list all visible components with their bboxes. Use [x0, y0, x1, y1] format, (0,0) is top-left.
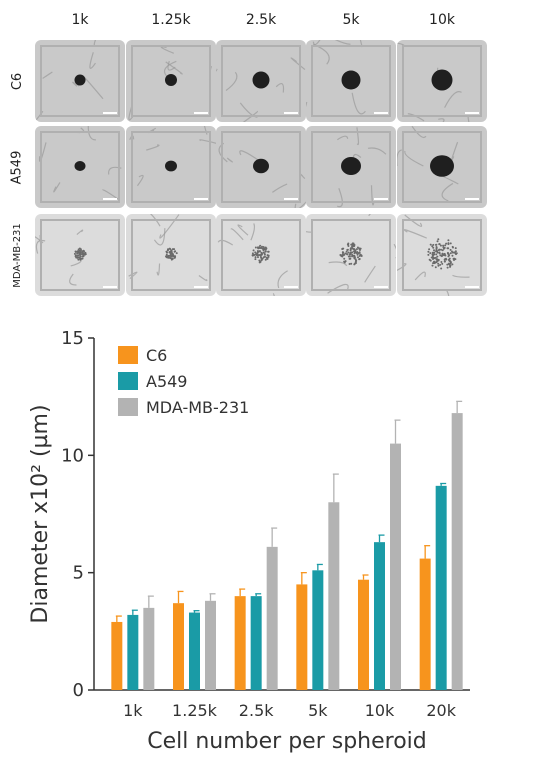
bar-a549 — [250, 596, 262, 690]
scale-bar — [284, 286, 298, 288]
spheroid-micrograph — [397, 126, 487, 208]
diameter-bar-chart: 0 5 10 15 Diameter x10² (µm) Cell number per … — [28, 328, 470, 754]
scale-bar — [194, 198, 208, 200]
scale-bar — [374, 112, 388, 114]
bar-c6 — [419, 558, 431, 690]
column-label: 1k — [71, 12, 89, 28]
scale-bar — [103, 198, 117, 200]
x-tick-label: 5k — [308, 701, 328, 720]
scale-bar — [103, 286, 117, 288]
legend-swatch — [118, 398, 138, 416]
spheroid-micrograph — [306, 126, 396, 208]
y-axis-title: Diameter x10² (µm) — [28, 404, 53, 623]
scale-bar — [374, 198, 388, 200]
bar-a549 — [374, 542, 385, 690]
x-tick-label: 1k — [123, 701, 143, 720]
legend-label: MDA-MB-231 — [146, 398, 249, 417]
legend-label: C6 — [146, 346, 167, 365]
spheroid-micrograph — [35, 126, 125, 208]
column-label: 1.25k — [151, 12, 191, 28]
bar-mda-mb-231 — [451, 413, 463, 690]
spheroid-micrograph — [126, 40, 216, 122]
scale-bar — [465, 198, 479, 200]
bar-c6 — [111, 621, 123, 690]
spheroid-micrograph — [216, 214, 306, 296]
legend-swatch — [118, 346, 138, 364]
x-tick-label: 1.25k — [172, 701, 218, 720]
bar-mda-mb-231 — [390, 443, 401, 690]
scale-bar — [374, 286, 388, 288]
bar-c6 — [358, 579, 369, 690]
bar-c6 — [173, 603, 184, 690]
bar-mda-mb-231 — [205, 600, 216, 690]
scale-bar — [194, 112, 208, 114]
legend-swatch — [118, 372, 138, 390]
bar-a549 — [312, 570, 324, 690]
x-tick-label: 20k — [426, 701, 456, 720]
spheroid-micrograph — [126, 214, 216, 296]
x-axis-title: Cell number per spheroid — [147, 729, 427, 754]
x-tick-label: 2.5k — [239, 701, 274, 720]
spheroid-micrograph — [397, 214, 487, 296]
bar-a549 — [435, 485, 447, 690]
spheroid-micrograph — [126, 126, 216, 208]
bar-c6 — [296, 584, 308, 690]
column-label: 10k — [429, 12, 455, 28]
y-tick-label: 10 — [61, 445, 84, 466]
scale-bar — [284, 112, 298, 114]
spheroid-micrograph — [35, 40, 125, 122]
y-tick-label: 0 — [73, 680, 84, 701]
bar-a549 — [189, 612, 200, 690]
spheroid-micrograph — [216, 40, 306, 122]
column-label: 5k — [342, 12, 360, 28]
scale-bar — [284, 198, 298, 200]
row-label: C6 — [9, 72, 25, 90]
bar-c6 — [234, 596, 246, 690]
scale-bar — [194, 286, 208, 288]
legend-label: A549 — [146, 372, 187, 391]
spheroid-micrograph — [397, 40, 487, 122]
bar-a549 — [127, 614, 139, 690]
bar-mda-mb-231 — [143, 607, 155, 690]
column-label: 2.5k — [245, 12, 277, 28]
scale-bar — [465, 286, 479, 288]
row-label: A549 — [9, 150, 25, 184]
spheroid-micrograph — [216, 126, 306, 208]
bar-mda-mb-231 — [266, 546, 278, 690]
y-tick-label: 15 — [61, 328, 84, 349]
y-tick-label: 5 — [73, 563, 84, 584]
spheroid-micrograph — [35, 214, 125, 296]
row-label: MDA-MB-231 — [11, 222, 23, 288]
scale-bar — [465, 112, 479, 114]
x-tick-label: 10k — [365, 701, 395, 720]
scale-bar — [103, 112, 117, 114]
bar-mda-mb-231 — [328, 502, 340, 690]
spheroid-micrograph — [306, 214, 396, 296]
spheroid-micrograph — [306, 40, 396, 122]
